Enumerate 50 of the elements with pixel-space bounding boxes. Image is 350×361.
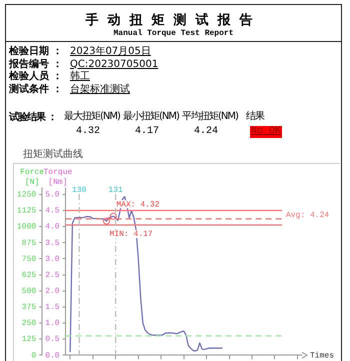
- y2-tick-label: 1000: [17, 222, 36, 232]
- chart-title: 手动扭矩测试报告: [84, 12, 262, 29]
- text: 4.24: [194, 126, 218, 138]
- text: 韩工: [70, 71, 90, 83]
- y2-tick-label: 875: [22, 238, 36, 248]
- text: 检验人员 ：: [9, 71, 62, 83]
- y-tick-label: 5.0: [45, 190, 60, 200]
- text: 测试条件 ：: [9, 84, 62, 96]
- x-axis-title: Times: [310, 351, 334, 360]
- text: 4.17: [135, 126, 160, 138]
- text: 平均扭矩(NM): [182, 111, 238, 123]
- text: 检验日期 ：: [9, 46, 62, 58]
- y-tick-label: 1.5: [45, 303, 60, 312]
- annotation: MAX: 4.32: [116, 200, 160, 210]
- y-tick-label: 3.5: [45, 238, 60, 248]
- text: 4.32: [76, 126, 100, 138]
- y-tick-label: 4.0: [45, 222, 60, 232]
- y-tick-label: 2.0: [45, 287, 60, 296]
- text: 最大扭矩(NM): [64, 111, 120, 123]
- y2-tick-label: 500: [22, 287, 36, 296]
- text: 报告编号 ：: [9, 58, 62, 70]
- text: 试验结果 ：: [9, 112, 56, 124]
- y2-tick-label: 125: [22, 335, 36, 344]
- text: 结果: [246, 111, 264, 123]
- ref-line-label: Avg: 4.24: [286, 210, 330, 220]
- y2-tick-label: 1250: [17, 190, 36, 200]
- y2-tick-label: 0: [31, 351, 36, 360]
- y2-axis-title: Force [N]: [20, 168, 44, 188]
- y-tick-label: 1.0: [45, 319, 60, 328]
- text: 台架标准测试: [70, 84, 130, 96]
- y2-tick-label: 750: [22, 254, 36, 264]
- y-tick-label: 0.5: [45, 335, 60, 344]
- y-tick-label: 4.5: [45, 206, 60, 216]
- annotation: MIN: 4.17: [110, 230, 153, 240]
- chart-subtitle: Manual Torque Test Report: [112, 29, 235, 38]
- text: 2023年07月05日: [70, 46, 151, 58]
- y-tick-label: 0.0: [45, 351, 60, 360]
- annotation: 130: [72, 186, 87, 196]
- y2-tick-label: 1125: [17, 206, 36, 216]
- annotation: 131: [108, 186, 124, 196]
- y-tick-label: 2.5: [45, 270, 60, 280]
- y2-tick-label: 250: [22, 319, 36, 328]
- y2-tick-label: 625: [22, 270, 36, 280]
- text: QC:20230705001: [70, 58, 158, 70]
- text: 最小扭矩(NM): [123, 111, 179, 123]
- y-tick-label: 3.0: [45, 254, 60, 264]
- text: 扭矩测试曲线: [23, 149, 83, 161]
- y2-tick-label: 375: [22, 303, 36, 312]
- y-axis-title: Torque [Nm]: [44, 168, 72, 188]
- text: No OK: [250, 126, 282, 138]
